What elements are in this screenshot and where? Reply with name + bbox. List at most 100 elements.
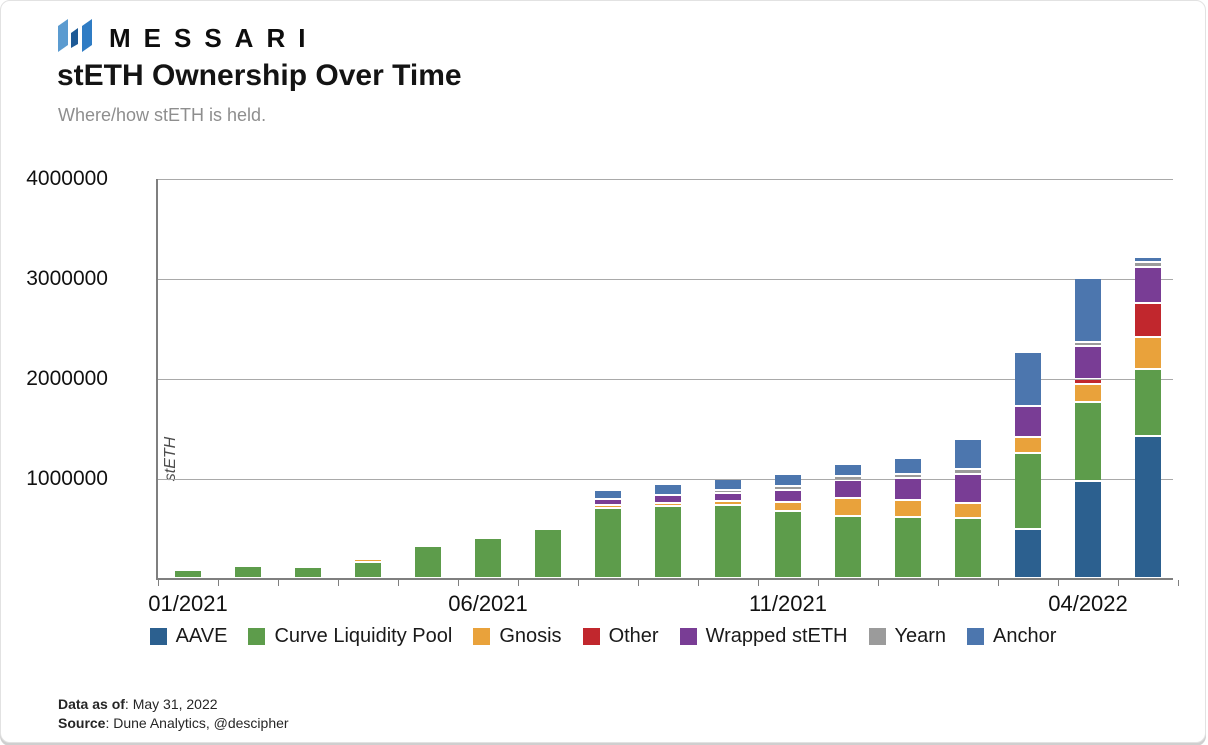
x-tick-mark (938, 580, 939, 586)
legend-item: Gnosis (473, 625, 562, 648)
bar-segment-anchor (1075, 278, 1101, 341)
bar-08/2021 (595, 490, 621, 577)
bar-segment-aave (1015, 530, 1041, 577)
x-tick-label: 11/2021 (749, 591, 827, 616)
bar-segment-yearn (715, 491, 741, 492)
bar-segment-curve-liquidity-pool (475, 539, 501, 577)
messari-logo-icon (58, 19, 95, 57)
legend-swatch-icon (473, 628, 491, 645)
legend-label: AAVE (175, 625, 228, 647)
legend-swatch-icon (149, 628, 167, 645)
page-subtitle: Where/how stETH is held. (58, 105, 267, 125)
bar-segment-anchor (1135, 258, 1161, 261)
x-tick-mark (218, 580, 219, 586)
bar-segment-other (1075, 380, 1101, 383)
x-tick-label: 04/2022 (1048, 591, 1128, 616)
x-tick-mark (158, 580, 159, 586)
bar-segment-wrapped-steth (1075, 347, 1101, 378)
x-tick-mark (758, 580, 759, 586)
bar-segment-curve-liquidity-pool (655, 507, 681, 577)
bar-06/2021 (475, 539, 501, 577)
bar-segment-wrapped-steth (895, 478, 921, 499)
x-tick-label: 06/2021 (448, 591, 528, 616)
bar-segment-aave (1135, 437, 1161, 577)
bar-segment-curve-liquidity-pool (895, 518, 921, 577)
legend-item: Other (582, 625, 659, 648)
x-tick-mark (458, 580, 459, 586)
bar-segment-anchor (1015, 353, 1041, 405)
bar-segment-curve-liquidity-pool (235, 567, 261, 577)
x-tick-mark (518, 580, 519, 586)
bar-09/2021 (655, 485, 681, 577)
bar-01/2021 (175, 571, 201, 577)
x-tick-mark (638, 580, 639, 586)
page-title: stETH Ownership Over Time (57, 59, 462, 92)
footer-data-as-of: Data as of: May 31, 2022 (58, 695, 289, 714)
bar-segment-yearn (1135, 262, 1161, 266)
brand-name: MESSARI (109, 22, 319, 53)
x-tick-mark (398, 580, 399, 586)
bar-segment-curve-liquidity-pool (415, 547, 441, 577)
bar-03/2021 (295, 568, 321, 577)
bar-segment-curve-liquidity-pool (355, 563, 381, 577)
y-tick-label: 4000000 (26, 167, 108, 190)
bar-segment-yearn (895, 474, 921, 477)
bar-04/2022 (1075, 278, 1101, 577)
y-tick-label: 2000000 (26, 367, 108, 390)
legend-swatch-icon (868, 628, 886, 645)
bar-segment-yearn (955, 470, 981, 473)
legend-label: Other (608, 625, 659, 647)
bar-segment-gnosis (835, 498, 861, 515)
bar-12/2021 (835, 464, 861, 577)
x-tick-mark (818, 580, 819, 586)
legend-label: Anchor (993, 625, 1057, 647)
bar-segment-yearn (775, 487, 801, 489)
y-tick-label: 3000000 (26, 267, 108, 290)
bar-segment-curve-liquidity-pool (175, 571, 201, 577)
bar-segment-curve-liquidity-pool (535, 529, 561, 577)
legend-label: Curve Liquidity Pool (274, 625, 453, 647)
legend: AAVE Curve Liquidity Pool Gnosis Other Wrapp… (1, 625, 1205, 648)
bar-02/2022 (955, 440, 981, 577)
footer: Data as of: May 31, 2022 Source: Dune An… (58, 695, 289, 733)
bar-segment-anchor (955, 440, 981, 468)
bar-05/2022 (1135, 258, 1161, 577)
bar-segment-wrapped-steth (715, 494, 741, 500)
footer-source-value: : Dune Analytics, @descipher (105, 715, 289, 731)
x-tick-mark (278, 580, 279, 586)
bar-07/2021 (535, 529, 561, 577)
bar-segment-anchor (715, 480, 741, 489)
bar-segment-anchor (835, 464, 861, 475)
bar-segment-curve-liquidity-pool (775, 512, 801, 577)
bar-segment-yearn (835, 477, 861, 479)
bar-segment-gnosis (715, 501, 741, 504)
gridline (156, 279, 1173, 280)
bar-segment-gnosis (1075, 384, 1101, 401)
footer-data-as-of-value: : May 31, 2022 (124, 696, 218, 712)
bar-segment-gnosis (1015, 438, 1041, 452)
bar-segment-anchor (775, 475, 801, 485)
bar-05/2021 (415, 547, 441, 577)
bar-segment-yearn (1075, 342, 1101, 345)
bar-segment-wrapped-steth (595, 499, 621, 504)
bar-segment-curve-liquidity-pool (1075, 403, 1101, 480)
gridline (156, 179, 1173, 180)
x-tick-mark (878, 580, 879, 586)
legend-label: Gnosis (499, 625, 562, 647)
x-tick-mark (698, 580, 699, 586)
legend-item: AAVE (149, 625, 228, 648)
legend-swatch-icon (248, 628, 266, 645)
bar-segment-wrapped-steth (1135, 267, 1161, 302)
bar-02/2021 (235, 567, 261, 577)
x-tick-mark (1058, 580, 1059, 586)
bar-segment-gnosis (355, 559, 381, 561)
bar-segment-wrapped-steth (775, 490, 801, 501)
footer-source-label: Source (58, 715, 106, 731)
x-tick-mark (1178, 580, 1179, 586)
bar-segment-anchor (595, 490, 621, 498)
bar-segment-wrapped-steth (835, 480, 861, 497)
legend-swatch-icon (967, 628, 985, 645)
x-tick-mark (998, 580, 999, 586)
bar-segment-aave (1075, 482, 1101, 577)
